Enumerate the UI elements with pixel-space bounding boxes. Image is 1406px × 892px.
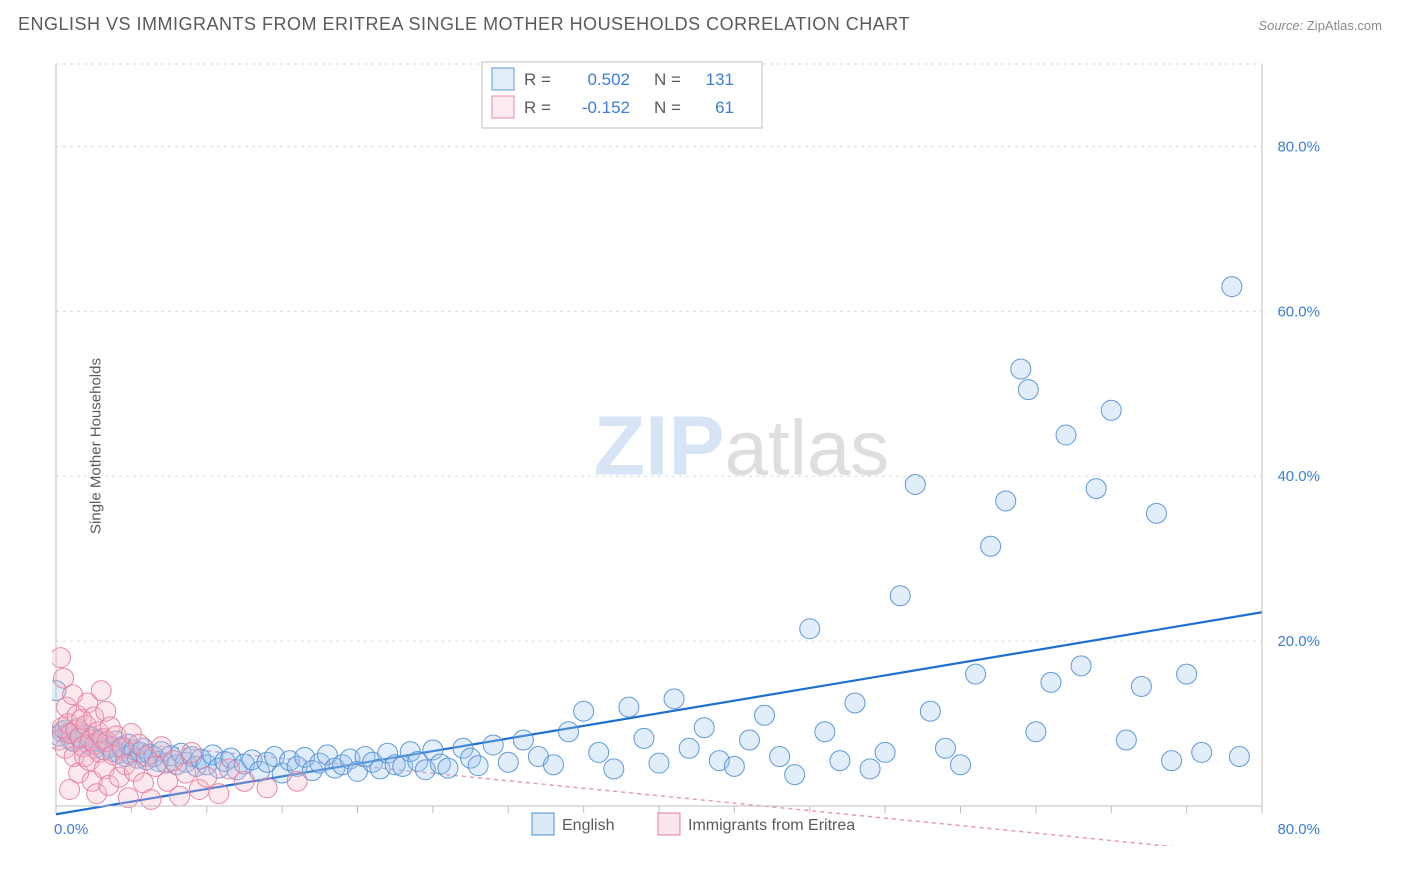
source-attribution: Source: ZipAtlas.com bbox=[1258, 18, 1382, 33]
x-tick-label: 80.0% bbox=[1277, 821, 1320, 838]
data-point bbox=[209, 784, 229, 804]
data-point bbox=[543, 755, 563, 775]
data-point bbox=[679, 738, 699, 758]
data-point bbox=[800, 619, 820, 639]
data-point bbox=[951, 755, 971, 775]
legend-r-value: 0.502 bbox=[587, 70, 630, 89]
source-label: Source: bbox=[1258, 18, 1303, 33]
data-point bbox=[438, 758, 458, 778]
data-point bbox=[1071, 656, 1091, 676]
legend-n-value: 61 bbox=[715, 98, 734, 117]
legend-r-value: -0.152 bbox=[582, 98, 630, 117]
data-point bbox=[182, 742, 202, 762]
data-point bbox=[815, 722, 835, 742]
data-point bbox=[604, 759, 624, 779]
legend-n-label: N = bbox=[654, 70, 681, 89]
legend-n-label: N = bbox=[654, 98, 681, 117]
data-point bbox=[1222, 277, 1242, 297]
data-point bbox=[1056, 425, 1076, 445]
data-point bbox=[966, 664, 986, 684]
data-point bbox=[935, 738, 955, 758]
scatter-chart: ZIPatlas 20.0% 40.0% 60.0% 80.0% 0.0% 80.0% R =… bbox=[52, 56, 1342, 846]
data-point bbox=[513, 730, 533, 750]
data-point bbox=[483, 735, 503, 755]
data-point bbox=[1086, 479, 1106, 499]
data-point bbox=[197, 767, 217, 787]
legend-swatch bbox=[658, 813, 680, 835]
data-point bbox=[257, 778, 277, 798]
data-point bbox=[785, 765, 805, 785]
data-point bbox=[890, 586, 910, 606]
data-point bbox=[1116, 730, 1136, 750]
data-point bbox=[755, 705, 775, 725]
data-point bbox=[920, 701, 940, 721]
data-point bbox=[1011, 359, 1031, 379]
data-point bbox=[981, 536, 1001, 556]
y-tick-label: 60.0% bbox=[1277, 303, 1320, 320]
data-point bbox=[724, 756, 744, 776]
data-point bbox=[1018, 380, 1038, 400]
legend-swatch bbox=[532, 813, 554, 835]
y-tick-label: 80.0% bbox=[1277, 138, 1320, 155]
data-point bbox=[634, 728, 654, 748]
data-point bbox=[91, 681, 111, 701]
legend-swatch bbox=[492, 68, 514, 90]
data-point bbox=[664, 689, 684, 709]
data-point bbox=[118, 788, 138, 808]
data-point bbox=[905, 474, 925, 494]
watermark: ZIPatlas bbox=[594, 399, 889, 493]
data-point bbox=[234, 771, 254, 791]
data-point bbox=[996, 491, 1016, 511]
data-point bbox=[739, 730, 759, 750]
data-point bbox=[287, 771, 307, 791]
legend-series-label: Immigrants from Eritrea bbox=[688, 817, 855, 834]
data-point bbox=[1177, 664, 1197, 684]
data-point bbox=[1146, 503, 1166, 523]
data-point bbox=[875, 742, 895, 762]
legend-r-label: R = bbox=[524, 70, 551, 89]
data-point bbox=[1026, 722, 1046, 742]
data-point bbox=[1101, 400, 1121, 420]
data-point bbox=[498, 752, 518, 772]
x-tick-label: 0.0% bbox=[54, 821, 88, 838]
data-point bbox=[52, 648, 71, 668]
data-point bbox=[830, 751, 850, 771]
data-point bbox=[845, 693, 865, 713]
chart-title: ENGLISH VS IMMIGRANTS FROM ERITREA SINGL… bbox=[18, 14, 910, 35]
data-point bbox=[574, 701, 594, 721]
data-point bbox=[1131, 676, 1151, 696]
data-point bbox=[1192, 742, 1212, 762]
data-point bbox=[1229, 747, 1249, 767]
data-point bbox=[1162, 751, 1182, 771]
data-point bbox=[559, 722, 579, 742]
data-point bbox=[619, 697, 639, 717]
data-point bbox=[1041, 672, 1061, 692]
y-tick-label: 40.0% bbox=[1277, 468, 1320, 485]
data-point bbox=[176, 763, 196, 783]
data-point bbox=[589, 742, 609, 762]
data-point bbox=[170, 786, 190, 806]
data-point bbox=[860, 759, 880, 779]
data-point bbox=[468, 756, 488, 776]
source-value: ZipAtlas.com bbox=[1307, 18, 1382, 33]
legend-n-value: 131 bbox=[706, 70, 734, 89]
data-point bbox=[649, 753, 669, 773]
legend-r-label: R = bbox=[524, 98, 551, 117]
data-point bbox=[770, 747, 790, 767]
y-tick-label: 20.0% bbox=[1277, 633, 1320, 650]
legend-swatch bbox=[492, 96, 514, 118]
data-point bbox=[694, 718, 714, 738]
legend-series-label: English bbox=[562, 817, 614, 834]
